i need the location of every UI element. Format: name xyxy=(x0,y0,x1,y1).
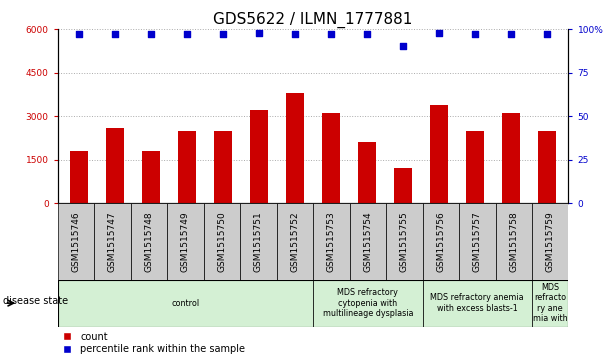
Bar xyxy=(532,203,568,280)
Text: GSM1515756: GSM1515756 xyxy=(437,211,445,272)
Point xyxy=(398,44,408,49)
Bar xyxy=(58,203,94,280)
Bar xyxy=(358,142,376,203)
Title: GDS5622 / ILMN_1777881: GDS5622 / ILMN_1777881 xyxy=(213,12,413,28)
Bar xyxy=(240,203,277,280)
Point xyxy=(470,31,480,37)
Text: MDS refractory anemia
with excess blasts-1: MDS refractory anemia with excess blasts… xyxy=(430,293,524,313)
Point xyxy=(254,30,264,36)
Bar xyxy=(350,203,386,280)
Text: control: control xyxy=(171,299,199,307)
Bar xyxy=(430,105,448,203)
Bar xyxy=(94,203,131,280)
Text: GSM1515753: GSM1515753 xyxy=(327,211,336,272)
Point xyxy=(147,31,156,37)
Bar xyxy=(214,131,232,203)
Point xyxy=(326,31,336,37)
Text: MDS refractory
cytopenia with
multilineage dysplasia: MDS refractory cytopenia with multilinea… xyxy=(323,288,413,318)
Bar xyxy=(313,203,350,280)
Bar xyxy=(204,203,240,280)
Text: GSM1515755: GSM1515755 xyxy=(400,211,409,272)
Text: MDS
refracto
ry ane
mia with: MDS refracto ry ane mia with xyxy=(533,283,567,323)
Point xyxy=(506,31,516,37)
Bar xyxy=(131,203,167,280)
Text: GSM1515759: GSM1515759 xyxy=(546,211,554,272)
Bar xyxy=(386,203,423,280)
Bar xyxy=(423,203,459,280)
Point xyxy=(362,31,372,37)
Text: GSM1515751: GSM1515751 xyxy=(254,211,263,272)
Bar xyxy=(394,168,412,203)
Bar xyxy=(502,113,520,203)
Bar xyxy=(538,131,556,203)
Text: GSM1515752: GSM1515752 xyxy=(291,211,299,272)
Bar xyxy=(322,113,340,203)
Bar xyxy=(277,203,313,280)
Legend: count, percentile rank within the sample: count, percentile rank within the sample xyxy=(63,331,245,355)
Point xyxy=(434,30,444,36)
Bar xyxy=(71,151,88,203)
Point xyxy=(111,31,120,37)
Text: disease state: disease state xyxy=(3,296,68,306)
Bar xyxy=(423,280,532,327)
Text: GSM1515748: GSM1515748 xyxy=(145,211,153,272)
Bar xyxy=(167,203,204,280)
Text: GSM1515747: GSM1515747 xyxy=(108,211,117,272)
Text: GSM1515749: GSM1515749 xyxy=(181,211,190,272)
Text: GSM1515750: GSM1515750 xyxy=(218,211,226,272)
Bar xyxy=(142,151,161,203)
Text: GSM1515757: GSM1515757 xyxy=(473,211,482,272)
Bar xyxy=(466,131,484,203)
Bar xyxy=(313,280,423,327)
Text: GSM1515758: GSM1515758 xyxy=(510,211,518,272)
Bar xyxy=(250,110,268,203)
Point xyxy=(74,31,84,37)
Point xyxy=(182,31,192,37)
Bar xyxy=(459,203,496,280)
Point xyxy=(290,31,300,37)
Text: GSM1515746: GSM1515746 xyxy=(72,211,80,272)
Point xyxy=(218,31,228,37)
Bar xyxy=(58,280,313,327)
Point xyxy=(542,31,552,37)
Bar xyxy=(496,203,532,280)
Bar xyxy=(178,131,196,203)
Bar xyxy=(286,93,304,203)
Bar xyxy=(532,280,568,327)
Bar xyxy=(106,128,124,203)
Text: GSM1515754: GSM1515754 xyxy=(364,211,372,272)
